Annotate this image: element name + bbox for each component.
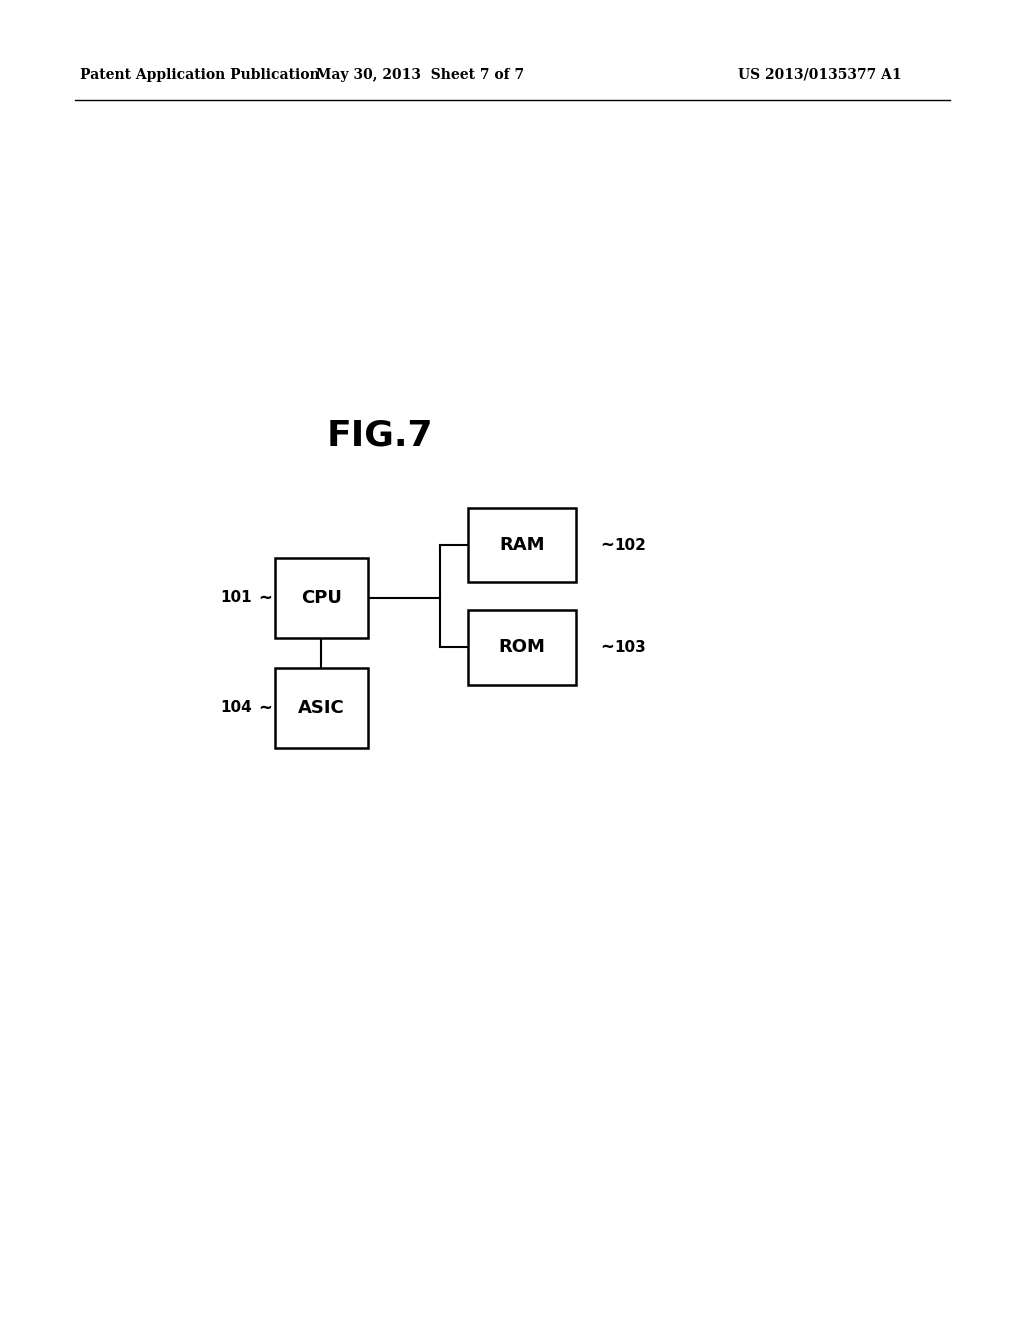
- Text: CPU: CPU: [301, 589, 342, 607]
- Text: 101: 101: [220, 590, 252, 606]
- Text: May 30, 2013  Sheet 7 of 7: May 30, 2013 Sheet 7 of 7: [316, 69, 524, 82]
- Text: FIG.7: FIG.7: [327, 418, 433, 451]
- Text: 103: 103: [614, 639, 646, 655]
- Text: RAM: RAM: [500, 536, 545, 554]
- Bar: [275, 558, 368, 638]
- Text: ~: ~: [258, 589, 272, 607]
- Text: 102: 102: [614, 537, 646, 553]
- Bar: [275, 668, 368, 748]
- Text: 104: 104: [220, 701, 252, 715]
- Text: ~: ~: [258, 700, 272, 717]
- Text: ASIC: ASIC: [298, 700, 345, 717]
- Text: ~: ~: [600, 536, 613, 554]
- Text: ROM: ROM: [499, 639, 546, 656]
- Text: US 2013/0135377 A1: US 2013/0135377 A1: [738, 69, 902, 82]
- Bar: [468, 610, 575, 685]
- Text: ~: ~: [600, 638, 613, 656]
- Text: Patent Application Publication: Patent Application Publication: [80, 69, 319, 82]
- Bar: [468, 508, 575, 582]
